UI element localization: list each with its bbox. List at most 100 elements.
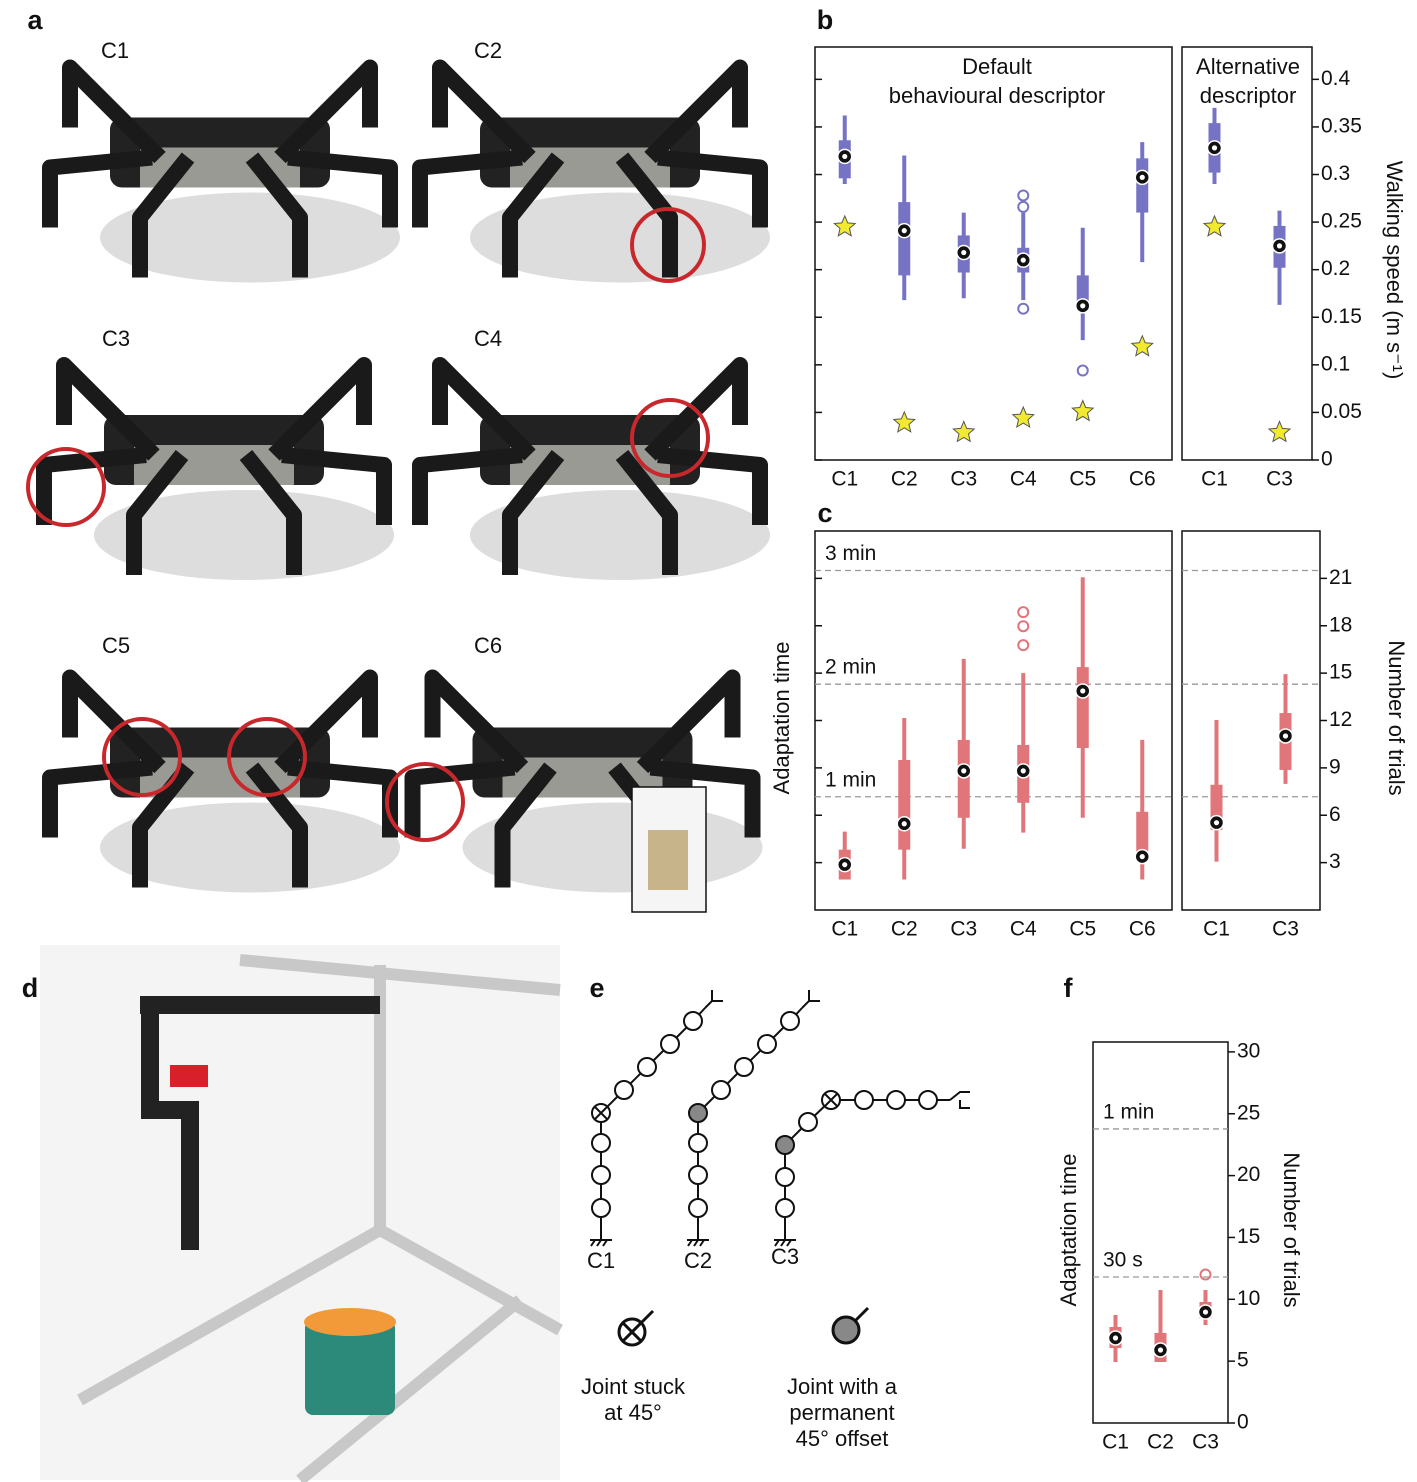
robot-leg [36, 447, 147, 525]
inset-block [648, 830, 688, 890]
median-dot [1157, 1347, 1164, 1353]
median-dot [1112, 1335, 1119, 1341]
panel-label: b [817, 5, 834, 35]
box [1136, 811, 1149, 860]
x-tick-label: C6 [1129, 468, 1156, 491]
y-tick-label: 30 [1237, 1039, 1260, 1062]
robot-leg [432, 357, 536, 461]
config-label: C2 [684, 1248, 712, 1273]
x-tick-label: C6 [1129, 918, 1156, 941]
median-dot [1139, 174, 1145, 180]
median-dot [1211, 145, 1218, 151]
reference-label: 1 min [1103, 1101, 1154, 1124]
reference-label: 1 min [825, 768, 876, 791]
robot-leg [239, 450, 302, 575]
y-tick-label: 0.4 [1321, 67, 1351, 90]
joint [688, 1165, 708, 1185]
robot-leg [132, 152, 195, 278]
y-tick-label: 0 [1237, 1411, 1249, 1434]
legend-offset-stick [853, 1306, 870, 1323]
joint [734, 1057, 754, 1077]
joint [886, 1090, 906, 1110]
robot-shadow [470, 490, 770, 580]
robot-leg [245, 152, 308, 278]
median-dot [1080, 688, 1086, 694]
robot-leg [649, 759, 761, 838]
panel-title: descriptor [1200, 83, 1297, 108]
robot-leg [42, 149, 153, 228]
robot-leg [245, 762, 308, 888]
joint [683, 1011, 703, 1031]
median-dot [1080, 303, 1086, 309]
median-dot [1202, 1309, 1209, 1315]
robot-leg [274, 669, 378, 774]
damage-ring [102, 717, 182, 797]
reference-star [1267, 420, 1292, 443]
ground [590, 1218, 612, 1247]
robot-leg [281, 447, 392, 525]
outlier [1017, 302, 1030, 315]
x-tick-label: C5 [1069, 918, 1096, 941]
robot-leg [404, 759, 516, 838]
time-axis-label: Adaptation time [1056, 1154, 1081, 1307]
robot-leg [62, 59, 166, 164]
robot-leg [274, 59, 378, 164]
condition-label: C5 [102, 633, 130, 658]
x-tick-label: C5 [1069, 468, 1096, 491]
robot-leg [56, 357, 160, 461]
outlier [1017, 606, 1030, 619]
robot-leg [502, 152, 565, 278]
median-dot [901, 228, 907, 234]
box [898, 202, 911, 276]
arm-frame [77, 954, 563, 1482]
damage-ring [630, 207, 706, 283]
y-axis-label: Number of trials [1279, 1152, 1304, 1307]
x-tick-label: C3 [950, 918, 977, 941]
reference-label: 30 s [1103, 1249, 1143, 1272]
ground [687, 1218, 709, 1247]
y-axis-label: Number of trials [1384, 640, 1409, 795]
gripper [949, 1091, 970, 1109]
outlier [1017, 189, 1030, 202]
arm-cup [170, 1065, 208, 1087]
y-tick-label: 0.2 [1321, 257, 1350, 280]
median-dot [901, 821, 907, 827]
y-tick-label: 12 [1329, 708, 1352, 731]
y-tick-label: 3 [1329, 850, 1341, 873]
y-tick-label: 0.35 [1321, 114, 1362, 137]
joint [711, 1080, 731, 1100]
damage-ring [26, 447, 106, 527]
y-axis-label: Walking speed (m s⁻¹) [1382, 161, 1407, 380]
legend-text: Joint stuck [581, 1374, 686, 1399]
joint [591, 1198, 611, 1218]
panel-title: behavioural descriptor [889, 83, 1105, 108]
median-dot [1020, 768, 1026, 774]
x-tick-label: C3 [1272, 918, 1299, 941]
y-tick-label: 20 [1237, 1163, 1260, 1186]
panel-label: d [22, 973, 39, 1003]
legend-text: 45° offset [796, 1426, 889, 1451]
robot-leg [494, 762, 557, 888]
robot-shadow [94, 490, 394, 580]
robot-leg [644, 357, 748, 461]
panel-title: Default [962, 54, 1032, 79]
median-dot [1282, 733, 1289, 739]
median-dot [1276, 243, 1283, 249]
x-tick-label: C2 [891, 918, 918, 941]
x-tick-label: C3 [1266, 468, 1293, 491]
median-dot [842, 153, 848, 160]
reference-label: 3 min [825, 542, 876, 565]
joint [614, 1080, 634, 1100]
y-tick-label: 0.25 [1321, 210, 1362, 233]
y-tick-label: 25 [1237, 1101, 1260, 1124]
panel-title: Alternative [1196, 54, 1300, 79]
condition-label: C4 [474, 326, 502, 351]
reference-star [1071, 399, 1095, 422]
joint [688, 1198, 708, 1218]
x-tick-label: C4 [1010, 468, 1037, 491]
reference-star [1130, 334, 1154, 357]
robot-leg [412, 149, 523, 228]
joint [637, 1057, 657, 1077]
condition-label: C6 [474, 633, 502, 658]
